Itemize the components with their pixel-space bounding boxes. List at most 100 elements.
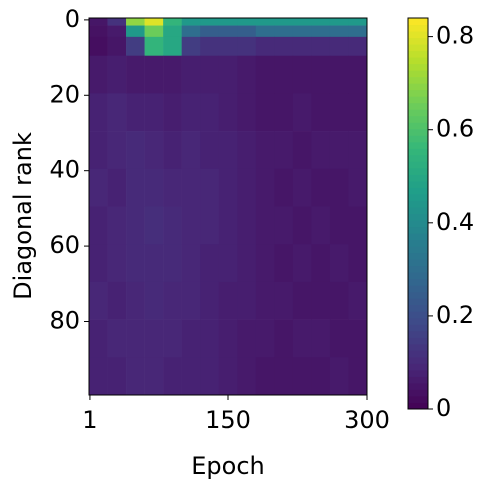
heat-cell [181, 244, 201, 283]
heat-cell [200, 244, 220, 283]
heat-cell [89, 93, 108, 132]
y-tick-label: 20 [49, 80, 80, 108]
heat-cell [292, 244, 312, 283]
colorbar-segment [408, 337, 428, 345]
heat-cell [255, 131, 275, 170]
heat-cell [274, 244, 294, 283]
heat-cell [237, 357, 257, 396]
y-tick-label: 40 [49, 156, 80, 184]
colorbar-segment [408, 291, 428, 299]
heat-cell [126, 25, 145, 38]
heat-cell [237, 93, 257, 132]
heat-cell [255, 55, 275, 94]
heat-cell [274, 131, 294, 170]
heat-cell [292, 319, 312, 358]
heat-cell [200, 18, 220, 26]
colorbar-segment [408, 311, 428, 319]
colorbar-segment [408, 350, 428, 358]
heat-cell [292, 36, 312, 56]
colorbar-segment [408, 285, 428, 293]
colorbar-segment [408, 324, 428, 332]
colorbar-segment [408, 63, 428, 71]
heat-cell [348, 36, 368, 56]
colorbar-segment [408, 356, 428, 364]
heat-cell [255, 244, 275, 283]
heat-cell [274, 93, 294, 132]
heat-cell [255, 25, 275, 38]
heat-cell [107, 281, 127, 320]
heat-cell [348, 93, 368, 132]
heat-cell [200, 281, 220, 320]
heat-cell [329, 206, 349, 245]
heat-cell [218, 357, 238, 396]
heat-cell [163, 168, 182, 207]
colorbar-segment [408, 343, 428, 351]
heat-cell [144, 319, 164, 358]
heat-cell [274, 168, 294, 207]
heat-cell [163, 281, 182, 320]
heat-cell [218, 36, 238, 56]
colorbar-segment [408, 382, 428, 390]
colorbar-segment [408, 304, 428, 312]
heat-cell [144, 357, 164, 396]
heat-cell [274, 18, 294, 26]
heat-cell [255, 36, 275, 56]
colorbar-segment [408, 317, 428, 325]
heat-cell [237, 206, 257, 245]
heat-cell [181, 18, 201, 26]
colorbar-segment [408, 278, 428, 286]
heat-cell [89, 168, 108, 207]
heat-cell [237, 55, 257, 94]
heat-cell [311, 131, 331, 170]
heat-cell [329, 25, 349, 38]
heat-cell [311, 319, 331, 358]
heat-cell [329, 281, 349, 320]
heat-cell [218, 18, 238, 26]
heat-cell [200, 93, 220, 132]
colorbar-segment [408, 24, 428, 32]
heat-cell [274, 36, 294, 56]
colorbar-segment [408, 239, 428, 247]
colorbar-segment [408, 389, 428, 397]
heat-cell [181, 93, 201, 132]
heat-cell [107, 93, 127, 132]
heat-cell [144, 281, 164, 320]
heat-cell [274, 55, 294, 94]
heat-cell [144, 168, 164, 207]
colorbar-segment [408, 167, 428, 175]
heat-cell [218, 25, 238, 38]
heat-cell [181, 206, 201, 245]
x-tick-label: 1 [82, 406, 97, 434]
heat-cell [348, 168, 368, 207]
heat-cell [237, 36, 257, 56]
heat-cell [329, 36, 349, 56]
heat-cell [107, 131, 127, 170]
heat-cell [126, 93, 145, 132]
heat-cell [89, 319, 108, 358]
heat-cell [107, 55, 127, 94]
heat-cell [237, 168, 257, 207]
heat-cell [107, 357, 127, 396]
heat-cell [144, 131, 164, 170]
heat-cell [107, 25, 127, 38]
heat-cell [144, 25, 164, 38]
colorbar-segment [408, 402, 428, 410]
y-tick-label: 60 [49, 231, 80, 259]
colorbar-segment [408, 395, 428, 403]
heat-cell [348, 131, 368, 170]
heat-cell [311, 55, 331, 94]
heat-cell [237, 25, 257, 38]
heat-cell [329, 244, 349, 283]
heat-cell [329, 93, 349, 132]
colorbar-segment [408, 89, 428, 97]
colorbar-segment [408, 298, 428, 306]
heat-cell [126, 18, 145, 26]
heat-cell [348, 25, 368, 38]
heat-cell [311, 168, 331, 207]
heat-cell [144, 55, 164, 94]
heat-cell [89, 206, 108, 245]
heat-cell [218, 206, 238, 245]
heat-cell [89, 131, 108, 170]
colorbar-segment [408, 141, 428, 149]
